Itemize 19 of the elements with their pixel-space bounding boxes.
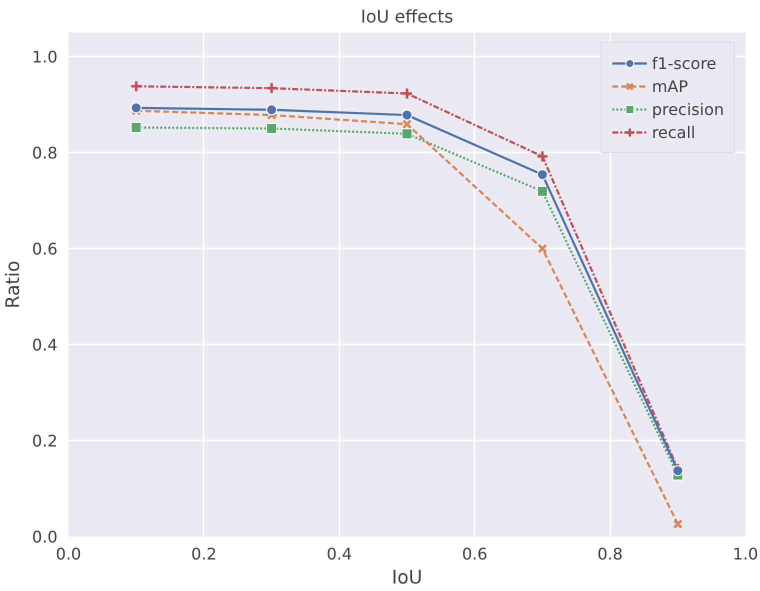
x-tick-label: 0.4 — [326, 544, 352, 564]
legend-label: mAP — [652, 76, 688, 96]
x-tick-label: 1.0 — [732, 544, 758, 564]
x-tick-label: 0.2 — [191, 544, 217, 564]
legend-label: f1-score — [652, 54, 716, 72]
y-tick-label: 1.0 — [32, 48, 58, 66]
x-tick-label: 0.6 — [462, 544, 488, 564]
legend-label: recall — [652, 122, 696, 142]
y-tick-label: 0.0 — [32, 528, 58, 546]
y-tick-label: 0.4 — [32, 336, 58, 354]
chart-title: IoU effects — [360, 8, 454, 28]
legend-label: precision — [652, 100, 724, 118]
x-axis-title: IoU — [392, 568, 422, 588]
y-tick-label: 0.6 — [32, 240, 58, 258]
y-axis-title: Ratio — [3, 260, 24, 308]
y-tick-label: 0.8 — [32, 144, 58, 162]
x-tick-label: 0.0 — [56, 544, 82, 564]
x-tick-label: 0.8 — [597, 544, 623, 564]
y-tick-label: 0.2 — [32, 432, 58, 450]
